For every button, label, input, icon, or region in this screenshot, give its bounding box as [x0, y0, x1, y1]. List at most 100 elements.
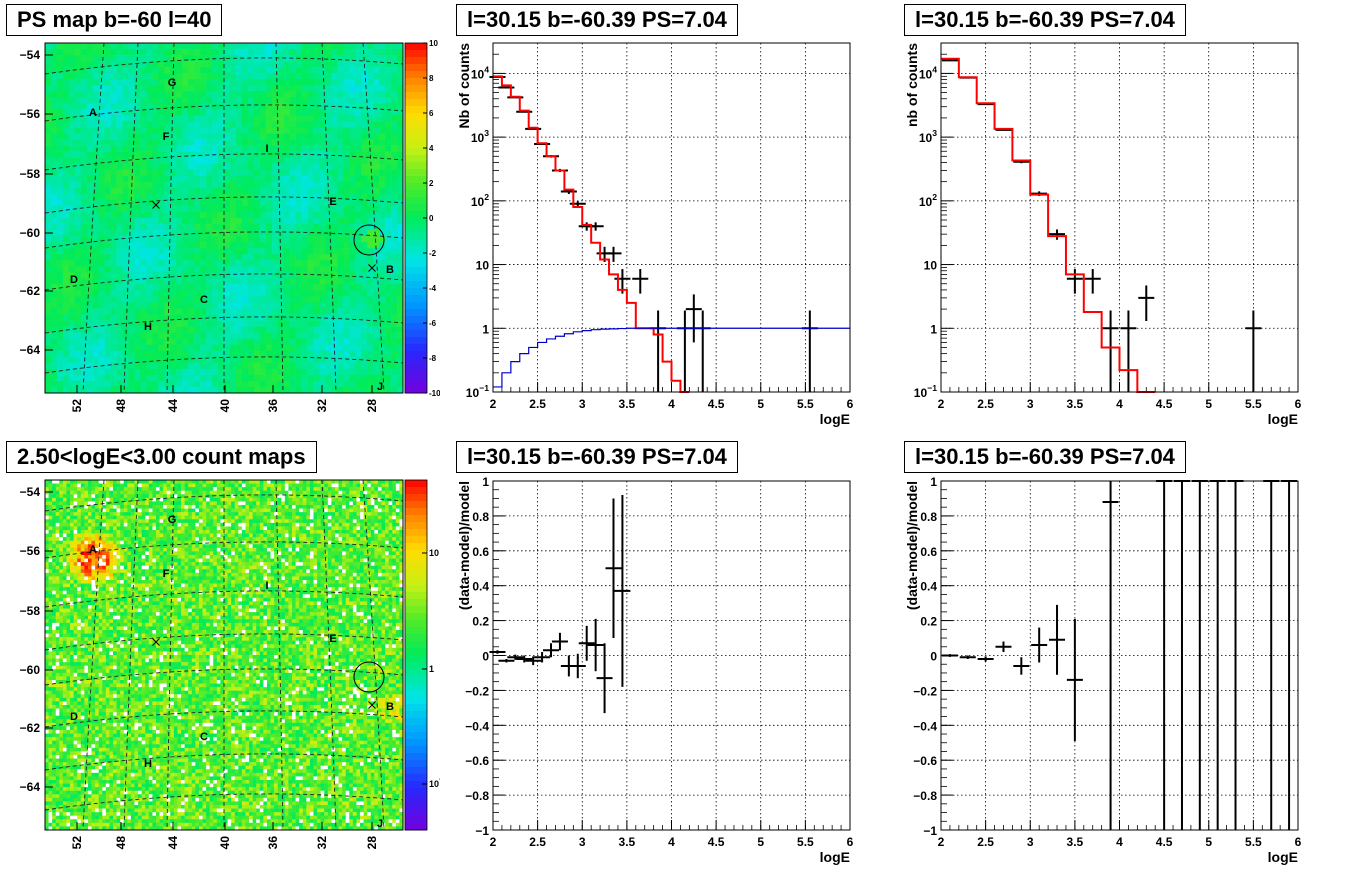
colorbar-band: [405, 718, 427, 726]
graticule-meridian: [275, 479, 284, 831]
colorbar-band: [405, 64, 427, 72]
colorbar-band: [405, 281, 427, 289]
colorbar-band: [405, 43, 427, 51]
colorbar-label: -10: [429, 389, 440, 398]
graticule-parallel: [44, 231, 404, 249]
y-tick-label: −56: [20, 107, 41, 121]
colorbar-band: [405, 662, 427, 670]
colorbar-band: [405, 386, 427, 394]
residual-chart: 2 2.5 3 3.5 4 4.5 5 5.5 6 −1 −0.8 −0.6 −0.4 −0.2 0 0.2 0…: [904, 475, 1302, 865]
y-tick-label: −58: [20, 167, 41, 181]
graticule-meridian: [123, 479, 139, 831]
y-tick-label: 0.2: [920, 615, 937, 629]
colorbar-band: [405, 267, 427, 275]
y-tick-label: 1: [930, 475, 937, 489]
x-tick-label: 52: [70, 836, 84, 850]
colorbar-band: [405, 337, 427, 345]
graticule-meridian: [82, 42, 105, 394]
colorbar-label: 10: [429, 39, 438, 48]
colorbar-band: [405, 127, 427, 135]
colorbar-band: [405, 176, 427, 184]
plot-frame: [492, 42, 851, 393]
y-tick-label: 1: [930, 322, 937, 336]
colorbar-band: [405, 85, 427, 93]
y-tick-label: −0.4: [465, 719, 489, 733]
graticule-meridian: [123, 42, 139, 394]
colorbar-label: 1: [429, 664, 434, 674]
graticule-meridian: [275, 42, 284, 394]
plot-frame: [940, 480, 1299, 831]
y-tick-label: 104: [919, 64, 937, 81]
model-series-line: [493, 327, 850, 388]
map-title: 2.50<logE<3.00 count maps: [6, 441, 317, 473]
colorbar-band: [405, 571, 427, 579]
colorbar-band: [405, 106, 427, 114]
source-marker: [152, 201, 160, 209]
y-tick-label: −0.6: [913, 754, 937, 768]
graticule-meridian: [166, 42, 175, 394]
graticule-parallel: [44, 633, 404, 651]
source-label: I: [265, 143, 268, 155]
colorbar-band: [405, 676, 427, 684]
y-tick-label: 0.4: [920, 580, 937, 594]
chart-title: l=30.15 b=-60.39 PS=7.04: [456, 441, 738, 473]
source-label: H: [144, 321, 152, 333]
colorbar-band: [405, 641, 427, 649]
x-tick-label: 5.5: [1245, 397, 1262, 411]
colorbar-band: [405, 620, 427, 628]
x-tick-label: 36: [266, 399, 280, 413]
source-label: D: [70, 711, 78, 723]
y-tick-label: −0.4: [913, 719, 937, 733]
source-label: E: [329, 633, 336, 645]
spectrum-chart: 2 2.5 3 3.5 4 4.5 5 5.5 6 10−1 1 10 102 103 104 logE nb …: [904, 42, 1302, 427]
chart-title: l=30.15 b=-60.39 PS=7.04: [904, 441, 1186, 473]
colorbar-band: [405, 599, 427, 607]
chart-title: l=30.15 b=-60.39 PS=7.04: [904, 4, 1186, 36]
y-tick-label: −0.6: [465, 754, 489, 768]
y-tick-label: 10: [476, 259, 490, 273]
colorbar-band: [405, 508, 427, 516]
colorbar-band: [405, 239, 427, 247]
source-label: A: [89, 107, 97, 119]
source-label: F: [163, 131, 170, 143]
colorbar-band: [405, 739, 427, 747]
colorbar-band: [405, 536, 427, 544]
colorbar-band: [405, 330, 427, 338]
x-tick-label: 2: [938, 835, 945, 849]
colorbar-band: [405, 309, 427, 317]
x-tick-label: 5: [757, 835, 764, 849]
colorbar-band: [405, 802, 427, 810]
x-tick-label: 5: [757, 397, 764, 411]
y-tick-label: 1: [482, 475, 489, 489]
source-label: C: [200, 731, 208, 743]
colorbar-band: [405, 316, 427, 324]
source-label: B: [386, 264, 394, 276]
model-series-line: [493, 75, 690, 393]
colorbar-band: [405, 704, 427, 712]
source-label: C: [200, 294, 208, 306]
colorbar-band: [405, 169, 427, 177]
colorbar-band: [405, 225, 427, 233]
colorbar-band: [405, 606, 427, 614]
chart-panel-3: l=30.15 b=-60.39 PS=7.04 2 2.5 3 3.5 4 4.5 5 5.…: [896, 437, 1348, 875]
y-tick-label: −62: [20, 721, 41, 735]
colorbar-band: [405, 788, 427, 796]
graticule-parallel: [44, 590, 404, 608]
colorbar-band: [405, 627, 427, 635]
colorbar-band: [405, 669, 427, 677]
map-frame: [44, 479, 404, 831]
colorbar-band: [405, 302, 427, 310]
graticule-parallel: [44, 356, 404, 374]
x-tick-label: 4.5: [1156, 835, 1173, 849]
colorbar-band: [405, 795, 427, 803]
graticule-parallel: [44, 710, 404, 728]
y-tick-label: −56: [20, 544, 41, 558]
x-axis-title: logE: [1268, 849, 1298, 865]
x-tick-label: 4.5: [1156, 397, 1173, 411]
graticule-parallel: [44, 753, 404, 771]
y-tick-label: −64: [20, 780, 41, 794]
graticule-parallel: [44, 494, 404, 512]
x-tick-label: 3.5: [619, 835, 636, 849]
x-axis-title: logE: [820, 849, 850, 865]
